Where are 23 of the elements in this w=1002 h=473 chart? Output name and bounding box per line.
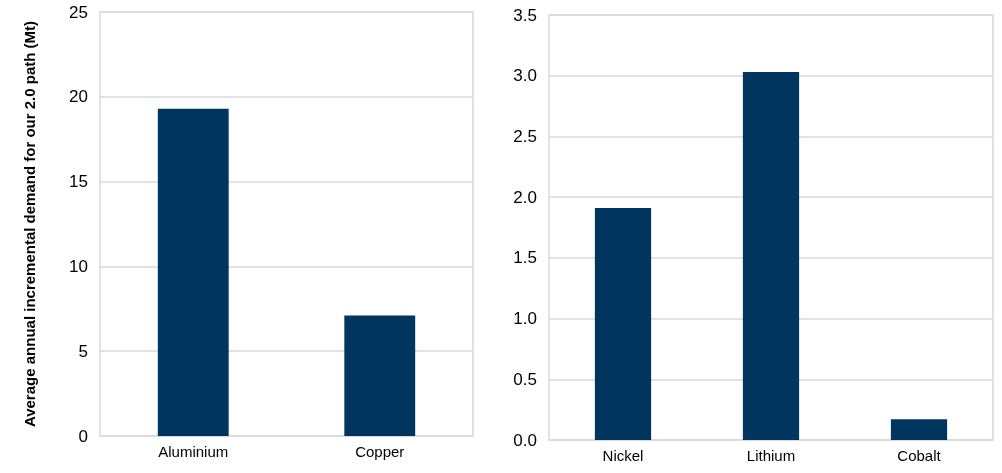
y-tick-label: 25 bbox=[69, 2, 88, 22]
y-tick-label: 0.5 bbox=[513, 369, 537, 389]
y-tick-label: 1.0 bbox=[513, 309, 537, 329]
y-tick-label: 15 bbox=[69, 172, 88, 192]
x-tick-label: Cobalt bbox=[897, 447, 942, 464]
y-tick-label: 5 bbox=[78, 341, 88, 361]
x-tick-label: Lithium bbox=[746, 447, 796, 464]
bar bbox=[742, 72, 800, 440]
x-tick-label: Copper bbox=[355, 443, 405, 460]
y-tick-label: 0 bbox=[78, 426, 88, 446]
y-tick-label: 3.5 bbox=[513, 5, 537, 25]
y-tick-label: 0.0 bbox=[513, 430, 537, 450]
bar bbox=[594, 208, 652, 440]
y-tick-label: 2.5 bbox=[513, 126, 537, 146]
y-tick-label: 1.5 bbox=[513, 248, 537, 268]
x-tick-label: Aluminium bbox=[158, 443, 229, 460]
y-tick-label: 10 bbox=[69, 256, 88, 276]
y-tick-label: 3.0 bbox=[513, 66, 537, 86]
y-tick-label: 20 bbox=[69, 87, 88, 107]
y-axis-title: Average annual incremental demand for our 2.0 path (Mt) bbox=[20, 20, 38, 428]
bar bbox=[890, 419, 948, 440]
x-tick-label: Nickel bbox=[602, 447, 644, 464]
y-tick-label: 2.0 bbox=[513, 187, 537, 207]
